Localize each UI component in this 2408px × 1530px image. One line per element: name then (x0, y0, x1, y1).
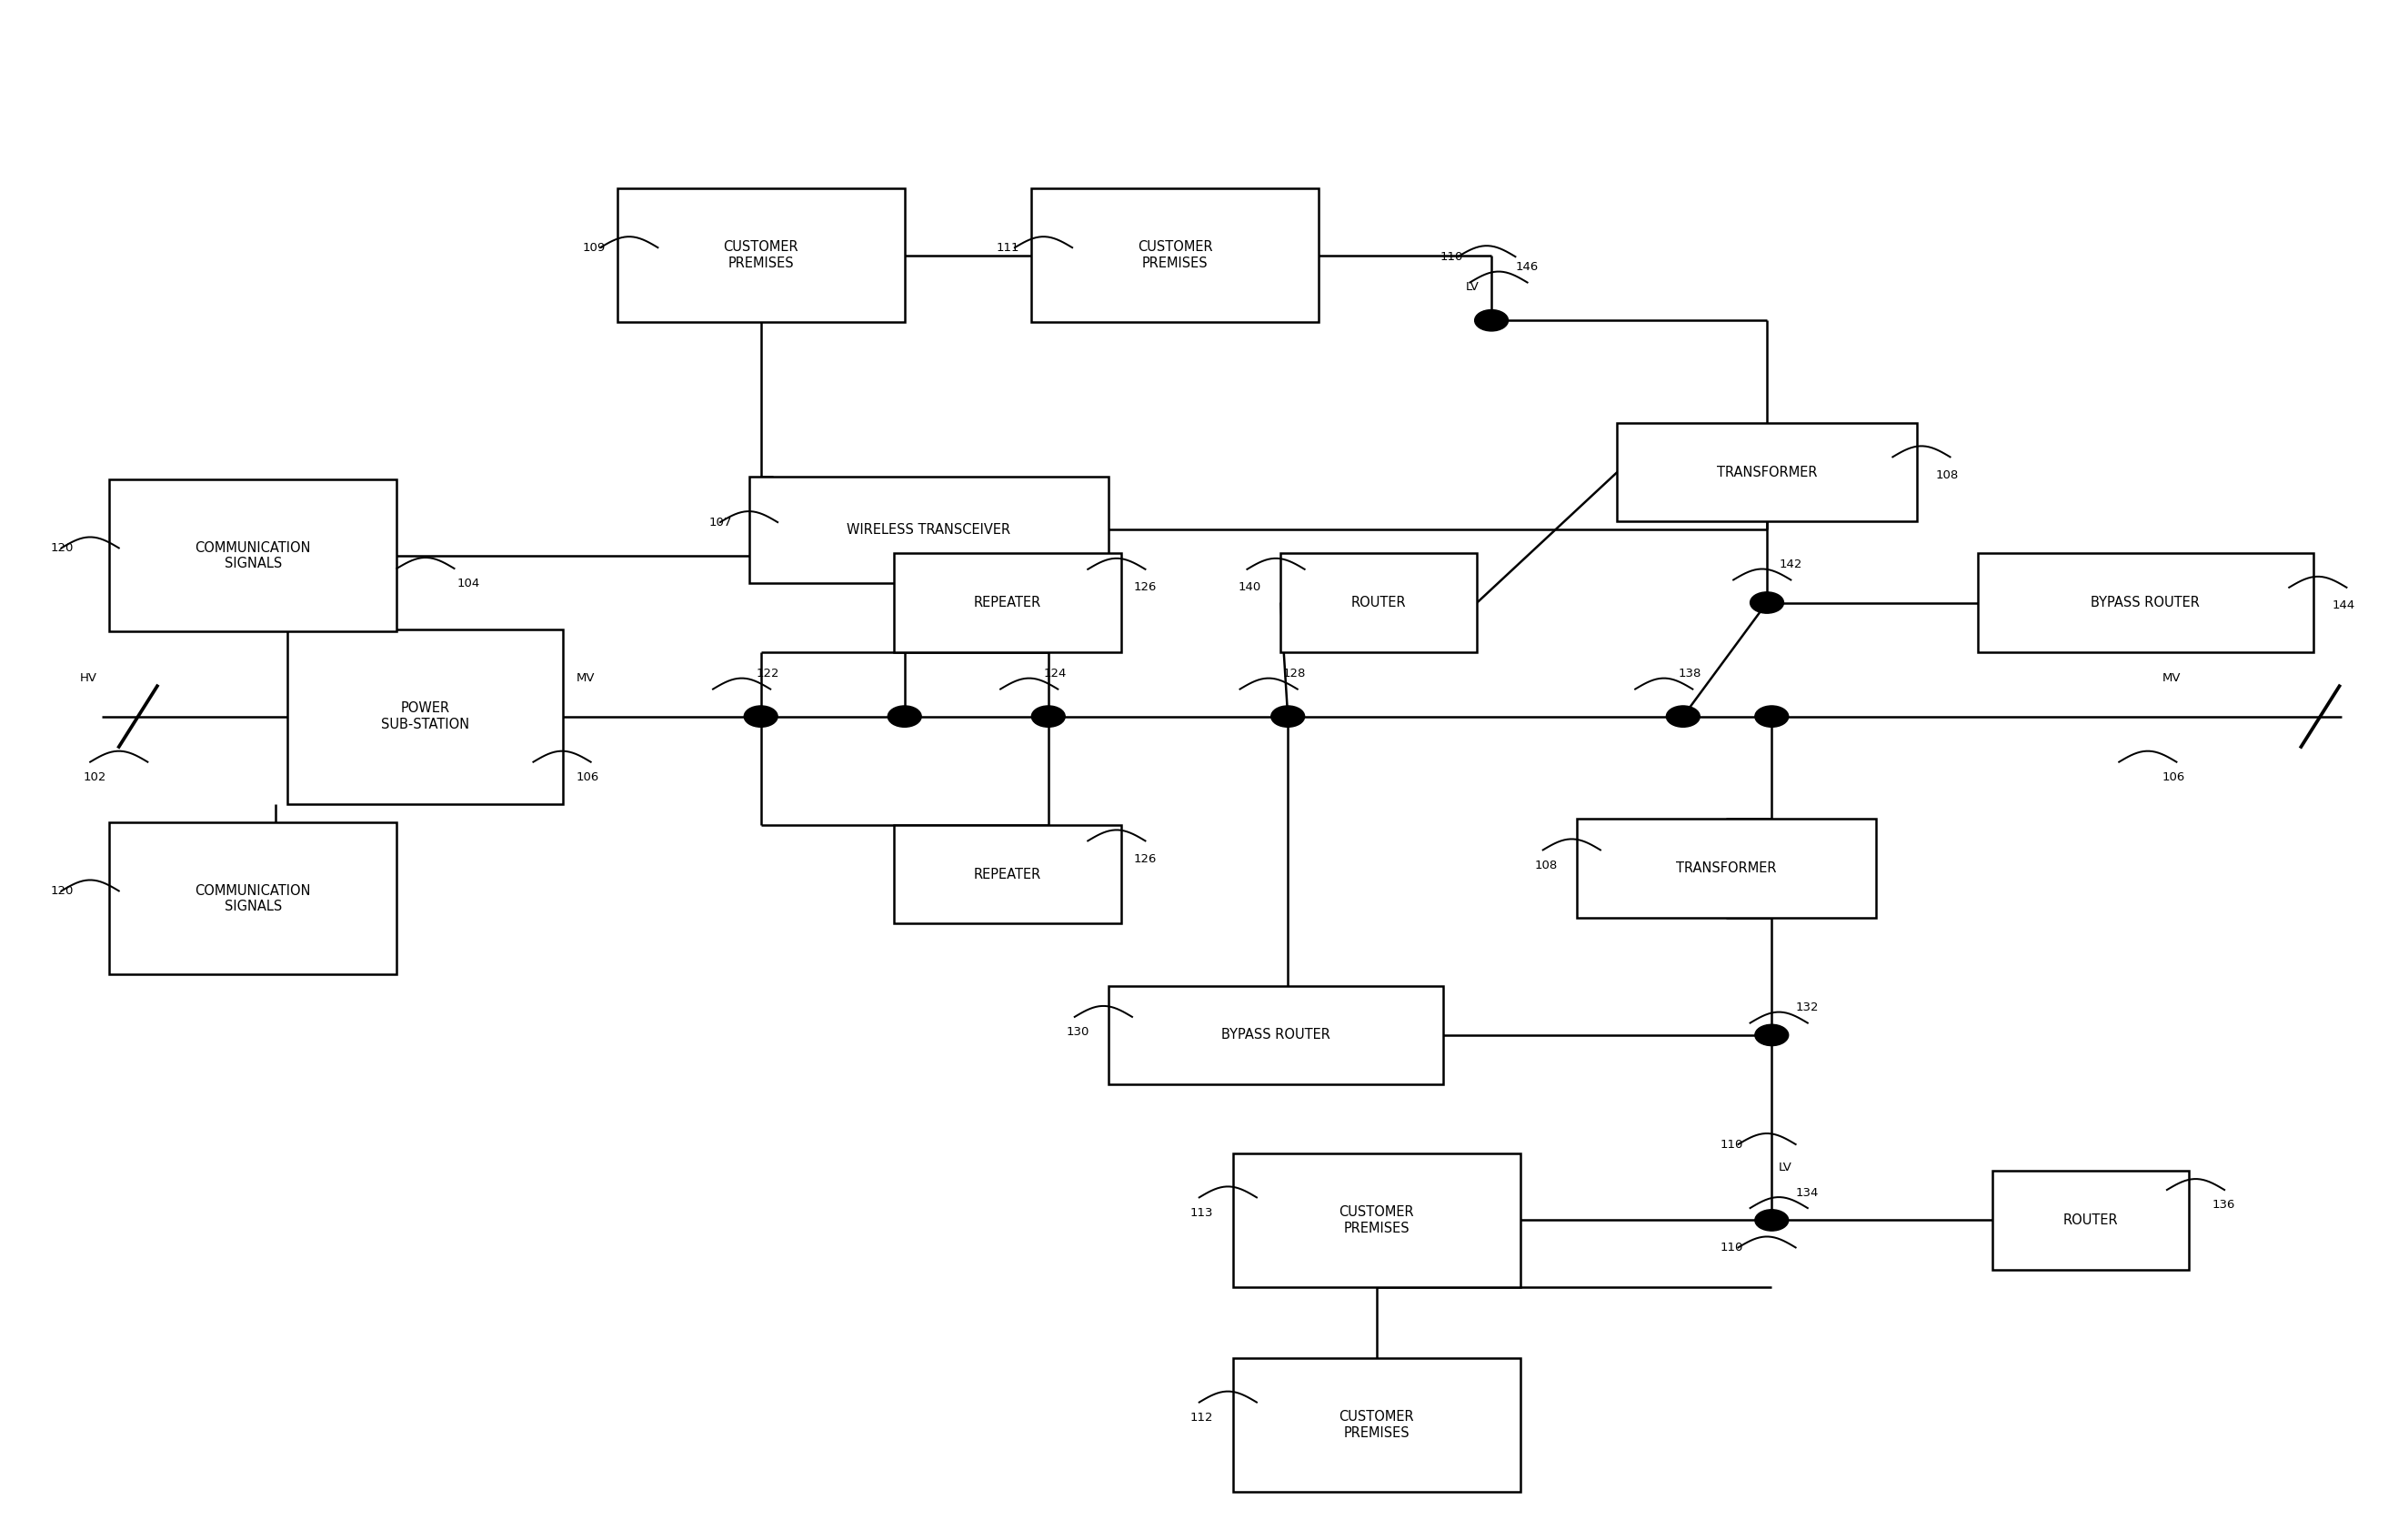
Text: 144: 144 (2333, 600, 2355, 612)
Text: BYPASS ROUTER: BYPASS ROUTER (2090, 595, 2201, 609)
Circle shape (1031, 705, 1064, 727)
Text: ROUTER: ROUTER (2064, 1213, 2119, 1227)
Text: 102: 102 (82, 771, 106, 783)
Circle shape (1474, 309, 1507, 330)
Text: 106: 106 (2162, 771, 2184, 783)
Text: 142: 142 (1780, 558, 1801, 571)
Text: 140: 140 (1238, 581, 1262, 594)
Text: 108: 108 (1936, 470, 1958, 480)
Text: CUSTOMER
PREMISES: CUSTOMER PREMISES (1339, 1206, 1413, 1235)
Text: BYPASS ROUTER: BYPASS ROUTER (1221, 1028, 1329, 1042)
Circle shape (1751, 592, 1784, 614)
Text: CUSTOMER
PREMISES: CUSTOMER PREMISES (1339, 1411, 1413, 1440)
Text: ROUTER: ROUTER (1351, 595, 1406, 609)
Text: LV: LV (1780, 1161, 1792, 1174)
Text: REPEATER: REPEATER (973, 595, 1040, 609)
FancyBboxPatch shape (893, 554, 1122, 652)
Circle shape (744, 705, 778, 727)
Circle shape (1755, 1025, 1789, 1045)
FancyBboxPatch shape (1233, 1154, 1519, 1287)
FancyBboxPatch shape (1108, 985, 1442, 1085)
Text: WIRELESS TRANSCEIVER: WIRELESS TRANSCEIVER (848, 523, 1011, 537)
FancyBboxPatch shape (616, 188, 905, 321)
Text: 126: 126 (1134, 581, 1156, 594)
Text: 122: 122 (756, 669, 780, 679)
Text: REPEATER: REPEATER (973, 868, 1040, 881)
FancyBboxPatch shape (1977, 554, 2314, 652)
Text: 112: 112 (1190, 1412, 1214, 1423)
Text: COMMUNICATION
SIGNALS: COMMUNICATION SIGNALS (195, 884, 311, 913)
Text: 146: 146 (1515, 262, 1539, 274)
Circle shape (1666, 705, 1700, 727)
FancyBboxPatch shape (1233, 1359, 1519, 1492)
Text: CUSTOMER
PREMISES: CUSTOMER PREMISES (722, 240, 799, 269)
Text: TRANSFORMER: TRANSFORMER (1717, 465, 1818, 479)
Text: 126: 126 (1134, 854, 1156, 864)
Text: CUSTOMER
PREMISES: CUSTOMER PREMISES (1137, 240, 1214, 269)
Text: 134: 134 (1796, 1187, 1818, 1200)
FancyBboxPatch shape (1031, 188, 1320, 321)
Text: 128: 128 (1283, 669, 1305, 679)
Text: 108: 108 (1534, 860, 1558, 871)
Text: 132: 132 (1796, 1002, 1818, 1014)
Circle shape (889, 705, 922, 727)
FancyBboxPatch shape (1577, 819, 1876, 918)
Text: 138: 138 (1678, 669, 1702, 679)
Text: MV: MV (576, 673, 595, 684)
Text: 107: 107 (708, 516, 732, 528)
Text: 130: 130 (1067, 1027, 1088, 1037)
FancyBboxPatch shape (108, 823, 397, 975)
Text: 109: 109 (583, 242, 604, 254)
Text: 104: 104 (458, 578, 479, 589)
Text: 124: 124 (1043, 669, 1067, 679)
Text: LV: LV (1466, 282, 1479, 292)
Text: TRANSFORMER: TRANSFORMER (1676, 861, 1777, 875)
Text: 111: 111 (997, 242, 1019, 254)
Circle shape (1755, 1210, 1789, 1230)
Text: 110: 110 (1440, 251, 1462, 263)
Text: 106: 106 (576, 771, 600, 783)
Text: COMMUNICATION
SIGNALS: COMMUNICATION SIGNALS (195, 542, 311, 571)
Text: POWER
SUB-STATION: POWER SUB-STATION (380, 702, 470, 731)
FancyBboxPatch shape (1281, 554, 1476, 652)
FancyBboxPatch shape (108, 480, 397, 632)
Text: 120: 120 (51, 884, 72, 897)
Text: 113: 113 (1190, 1207, 1214, 1218)
Text: 110: 110 (1719, 1138, 1743, 1151)
Text: 136: 136 (2213, 1200, 2235, 1210)
Circle shape (1755, 705, 1789, 727)
Text: MV: MV (2162, 673, 2182, 684)
Text: HV: HV (79, 673, 96, 684)
FancyBboxPatch shape (289, 629, 563, 803)
FancyBboxPatch shape (749, 477, 1108, 583)
Text: 110: 110 (1719, 1242, 1743, 1253)
FancyBboxPatch shape (893, 825, 1122, 924)
FancyBboxPatch shape (1618, 422, 1917, 522)
Text: 120: 120 (51, 542, 72, 554)
FancyBboxPatch shape (1991, 1170, 2189, 1270)
Circle shape (1271, 705, 1305, 727)
